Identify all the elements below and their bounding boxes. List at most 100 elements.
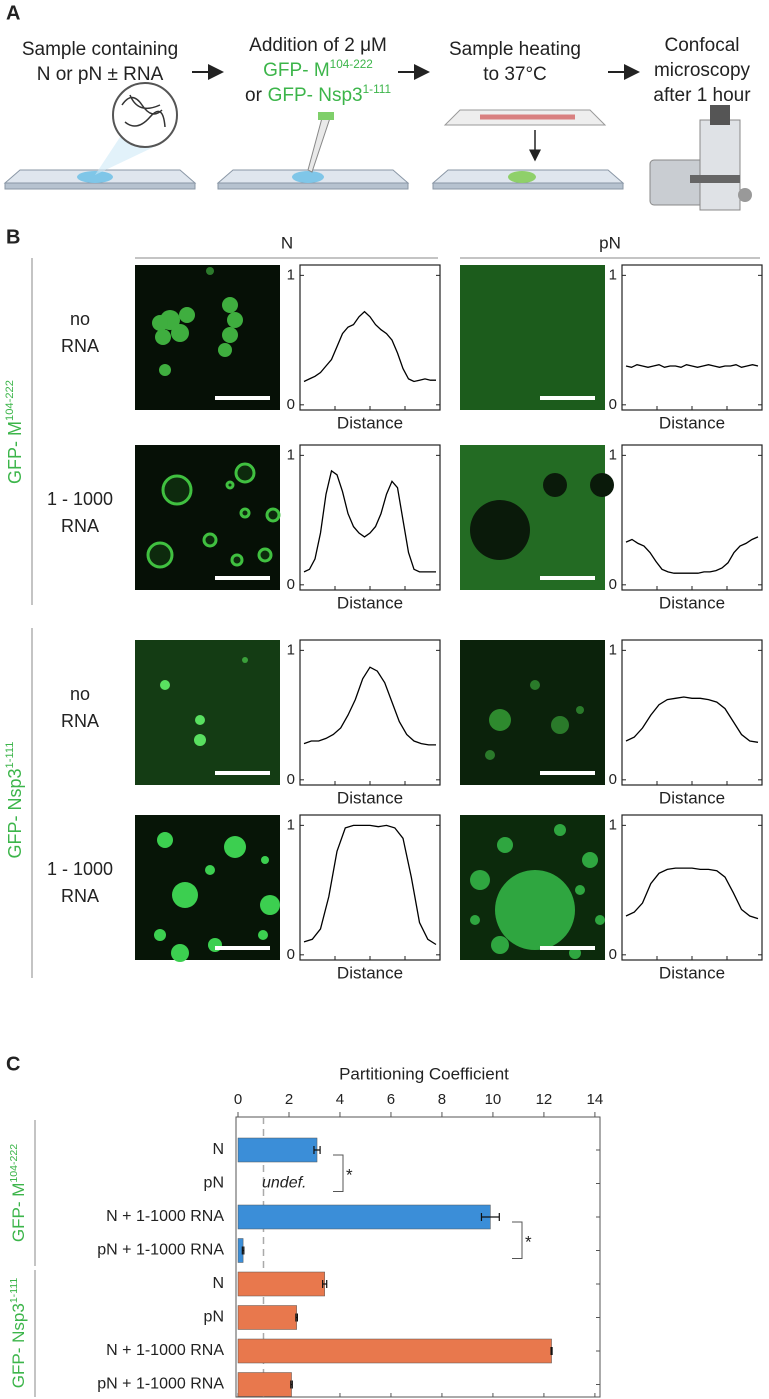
micrograph-feature — [160, 680, 170, 690]
text-part: GFP- M — [5, 421, 25, 484]
y-tick-label: N — [212, 1141, 224, 1158]
column-header: N — [281, 233, 293, 252]
step-text: after 1 hour — [653, 85, 751, 106]
y-tick-label: 0 — [287, 576, 295, 593]
profile-frame — [621, 444, 763, 591]
y-tick-label: 1 — [609, 446, 617, 463]
value-label: undef. — [262, 1175, 306, 1192]
profile-frame — [299, 264, 441, 411]
y-tick-label: pN + 1-1000 RNA — [97, 1242, 224, 1259]
text-part: 104-222 — [4, 380, 16, 421]
step-text: to 37°C — [483, 64, 547, 85]
y-tick-label: N — [212, 1275, 224, 1292]
bar — [237, 1338, 552, 1364]
x-tick-label: 4 — [336, 1091, 344, 1108]
micrograph-feature — [485, 750, 495, 760]
step-text: Sample containing — [22, 39, 178, 60]
text-part: after 1 hour — [653, 85, 751, 106]
micrograph-feature — [179, 307, 195, 323]
micrograph-feature — [470, 870, 490, 890]
step-text: microscopy — [654, 60, 751, 81]
y-tick-label: pN + 1-1000 RNA — [97, 1376, 224, 1393]
micrograph-feature — [218, 343, 232, 357]
y-tick-label: N + 1-1000 RNA — [106, 1208, 224, 1225]
micrograph-feature — [157, 832, 173, 848]
profile-line — [303, 666, 436, 746]
y-tick-label: 1 — [287, 266, 295, 283]
micrograph — [135, 640, 280, 785]
x-axis-label: Distance — [337, 593, 403, 612]
row-label: no — [70, 684, 90, 704]
step-text: Sample heating — [449, 39, 581, 60]
panel-label: C — [6, 1053, 20, 1075]
zoom-circle — [112, 82, 178, 148]
y-tick-label: N + 1-1000 RNA — [106, 1342, 224, 1359]
micrograph-feature — [154, 929, 166, 941]
molecules — [121, 94, 166, 128]
y-tick-label: 0 — [609, 946, 617, 963]
x-axis-label: Distance — [659, 963, 725, 982]
micrograph-feature — [590, 473, 614, 497]
pipette-tip — [318, 112, 334, 120]
micrograph-feature — [260, 895, 280, 915]
micrograph-feature — [551, 716, 569, 734]
micrograph-feature — [159, 364, 171, 376]
micrograph-feature — [530, 680, 540, 690]
text-part: Confocal — [665, 35, 740, 56]
y-tick-label: pN — [204, 1309, 224, 1326]
profile-line — [625, 696, 759, 743]
plot-frame — [235, 1116, 601, 1398]
error-bar — [313, 1146, 321, 1154]
micrograph-feature — [222, 297, 238, 313]
y-tick-label: 0 — [287, 771, 295, 788]
x-axis-label: Distance — [337, 413, 403, 432]
micrograph-feature — [205, 865, 215, 875]
micrograph-feature — [543, 473, 567, 497]
x-axis-label: Distance — [659, 593, 725, 612]
x-tick-label: 0 — [234, 1091, 242, 1108]
text-part: 1-111 — [8, 1278, 20, 1304]
y-tick-label: pN — [204, 1175, 224, 1192]
bar — [237, 1137, 318, 1163]
micrograph-feature — [234, 462, 256, 484]
micrograph-feature — [261, 856, 269, 864]
step-text: or GFP- Nsp31-111 — [245, 83, 391, 106]
text-part: GFP- Nsp3 — [5, 768, 25, 858]
y-tick-label: 0 — [609, 576, 617, 593]
y-tick-label: 0 — [609, 771, 617, 788]
text-part: GFP- Nsp3 — [268, 85, 363, 106]
micrograph-feature — [554, 824, 566, 836]
micrograph-feature — [195, 715, 205, 725]
micrograph-feature — [224, 836, 246, 858]
significance-bracket — [512, 1221, 523, 1259]
micrograph-feature — [239, 507, 251, 519]
y-tick-label: 0 — [287, 946, 295, 963]
x-axis-title: Partitioning Coefficient — [339, 1064, 509, 1083]
group-label: GFP- Nsp31-111 — [4, 742, 25, 859]
micrograph-feature — [595, 915, 605, 925]
y-tick-label: 1 — [287, 816, 295, 833]
x-axis-label: Distance — [337, 788, 403, 807]
droplet — [77, 171, 113, 183]
profile-frame — [621, 264, 763, 411]
step-text: Confocal — [665, 35, 740, 56]
bar — [237, 1305, 297, 1330]
x-tick-label: 14 — [587, 1091, 604, 1108]
x-axis-label: Distance — [337, 963, 403, 982]
x-tick-label: 12 — [536, 1091, 553, 1108]
micrograph-feature — [258, 930, 268, 940]
micrograph-feature — [171, 324, 189, 342]
y-tick-label: 1 — [609, 266, 617, 283]
row-label: RNA — [61, 516, 99, 536]
micrograph-feature — [171, 944, 189, 962]
micrograph-feature — [495, 870, 575, 950]
significance-label: * — [525, 1233, 532, 1252]
bar — [237, 1372, 292, 1397]
x-tick-label: 10 — [485, 1091, 502, 1108]
micrograph-feature — [257, 547, 273, 563]
text-part: 1-111 — [4, 742, 16, 769]
group-label: GFP- M104-222 — [4, 380, 25, 484]
row-label: 1 - 1000 — [47, 859, 113, 879]
row-label: RNA — [61, 711, 99, 731]
step-text: Addition of 2 μM — [249, 35, 387, 56]
